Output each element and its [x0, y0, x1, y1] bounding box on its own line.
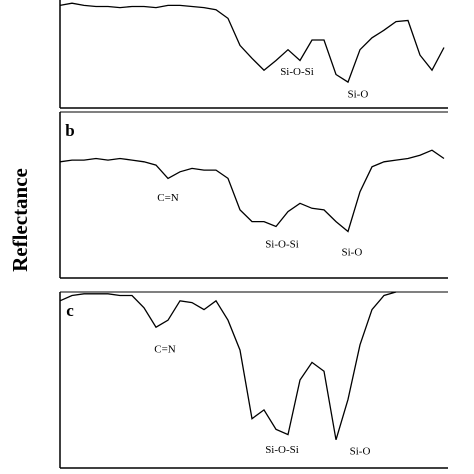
peak-annotation: Si-O-Si	[280, 66, 314, 78]
spectrum-line	[59, 291, 397, 440]
peak-annotation: C=N	[157, 192, 179, 204]
spectrum-line	[59, 2, 445, 84]
peak-annotation: Si-O	[350, 446, 371, 458]
panel-label: b	[65, 121, 74, 140]
panel-label: c	[66, 301, 74, 320]
peak-annotation: Si-O-Si	[265, 238, 299, 250]
spectrum-line	[59, 149, 445, 233]
peak-annotation: C=N	[154, 344, 176, 356]
peak-annotation: Si-O	[348, 89, 369, 101]
peak-annotation: Si-O-Si	[265, 444, 299, 456]
y-axis-label: Reflectance	[8, 168, 32, 272]
peak-annotation: Si-O	[342, 247, 363, 259]
